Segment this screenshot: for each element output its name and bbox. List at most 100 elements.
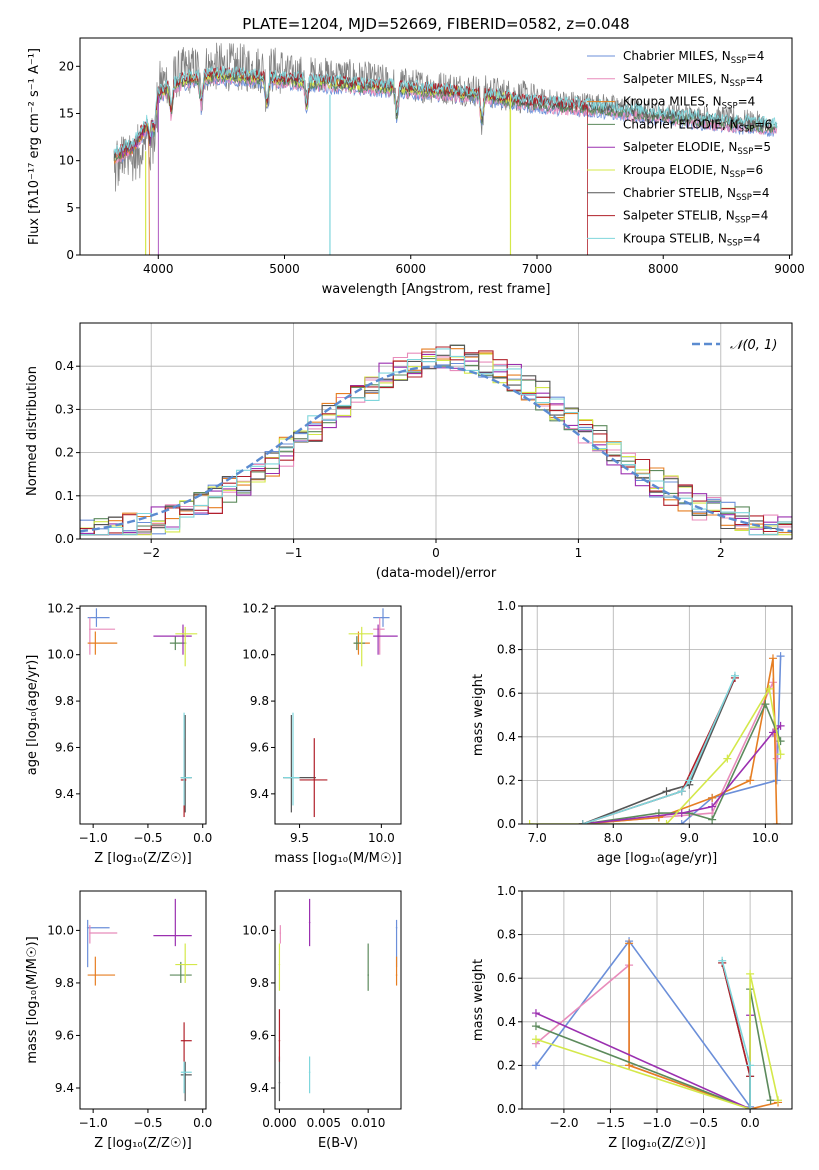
x-tick-label: 0.0 xyxy=(193,831,212,845)
y-tick-label: 0.4 xyxy=(497,1015,516,1029)
plus-marker xyxy=(768,728,777,737)
x-tick-label: 10.0 xyxy=(752,831,779,845)
plus-marker xyxy=(531,1035,540,1044)
y-tick-label: 9.8 xyxy=(250,694,269,708)
mass-weight-line-salpeter-elodie xyxy=(535,1012,751,1109)
legend-entry: Salpeter STELIB, NSSP=4 xyxy=(623,209,768,226)
mass-weight-line-chabrier-stelib xyxy=(582,677,736,824)
legend-tail: =4 xyxy=(747,49,765,63)
data-point xyxy=(278,1039,281,1042)
y-tick-label: 9.6 xyxy=(250,740,269,754)
panel-massweight_vs_age: 7.0 8.0 9.0 10.0 0.0 0.2 0.4 0.6 0.8 1.0 age [log₁… xyxy=(471,599,793,866)
plus-marker xyxy=(774,1096,783,1105)
plus-marker xyxy=(772,820,781,824)
legend-tail: =4 xyxy=(752,186,770,200)
mass-weight-line-salpeter-stelib xyxy=(582,677,736,824)
plot-area xyxy=(86,898,198,1102)
plot-area xyxy=(283,608,398,818)
mass-weight-line-chabrier-miles xyxy=(535,939,751,1109)
y-tick-label: 9.4 xyxy=(250,1081,269,1095)
y-tick-label: 0.4 xyxy=(497,730,516,744)
plus-marker xyxy=(772,754,781,763)
mass-weight-line-kroupa-stelib xyxy=(582,675,736,824)
panel-mass_vs_EBV: 0.000 0.005 0.010 9.4 9.6 9.8 10.0 E(B-V) xyxy=(242,890,402,1151)
x-tick-label: 6000 xyxy=(395,262,426,276)
legend-sub: SSP xyxy=(727,238,743,248)
plot-area xyxy=(278,898,398,1102)
axes-frame xyxy=(274,605,402,825)
mass-weight-line-kroupa-elodie xyxy=(529,686,782,824)
mass-weight-line-chabrier-elodie xyxy=(535,988,772,1109)
panel-spectrum: 4000 5000 6000 7000 8000 9000 0 5 10 15 20 waveleng… xyxy=(27,37,805,297)
y-tick-label: 15 xyxy=(59,106,74,120)
model-spectrum-salpeter-stelib xyxy=(113,65,588,255)
x-tick-label: 7000 xyxy=(522,262,553,276)
legend-tail: =4 xyxy=(745,72,763,86)
data-point xyxy=(382,616,384,619)
panel-age_vs_Z: −1.0 −0.5 0.0 9.4 9.6 9.8 10.0 10.2 Z [log₁₀(Z/Z… xyxy=(25,601,212,866)
x-tick-label: 7.0 xyxy=(528,831,547,845)
data-point xyxy=(95,616,98,619)
panel-massweight_vs_Z: −2.0 −1.5 −1.0 −0.5 0.0 0.0 0.2 0.4 0.6 0.8 1.0 Z [… xyxy=(471,884,793,1151)
plus-marker xyxy=(708,815,717,824)
x-tick-label: 8000 xyxy=(648,262,679,276)
x-tick-label: 1 xyxy=(575,546,583,560)
x-axis-label: (data-model)/error xyxy=(376,566,497,581)
plus-marker xyxy=(677,820,686,824)
x-axis-label: Z [log₁₀(Z/Z☉)] xyxy=(94,1136,191,1151)
legend-base: Salpeter ELODIE, N xyxy=(623,140,737,154)
y-tick-label: 9.4 xyxy=(55,787,74,801)
x-tick-label: 5000 xyxy=(269,262,300,276)
y-tick-label: 0.0 xyxy=(497,817,516,831)
data-point xyxy=(395,926,398,929)
y-tick-label: 10.0 xyxy=(47,648,74,662)
x-tick-label: 0.005 xyxy=(307,1116,341,1130)
data-point xyxy=(184,633,186,635)
mass-weight-line-chabrier-miles xyxy=(582,656,782,824)
x-tick-label: 9.0 xyxy=(680,831,699,845)
data-point xyxy=(86,926,89,929)
x-tick-label: 0.0 xyxy=(741,1116,760,1130)
model-spectrum-kroupa-elodie xyxy=(145,69,511,255)
figure-title: PLATE=1204, MJD=52669, FIBERID=0582, z=0… xyxy=(242,15,629,33)
data-point xyxy=(183,1039,185,1042)
y-tick-label: 9.8 xyxy=(55,976,74,990)
y-tick-label: 0.2 xyxy=(497,1058,516,1072)
plus-marker xyxy=(708,793,717,802)
mass-weight-line-kroupa-miles xyxy=(628,943,779,1109)
mass-weight-line-salpeter-stelib xyxy=(721,962,751,1077)
y-tick-label: 9.6 xyxy=(55,740,74,754)
plus-marker xyxy=(625,939,634,948)
plus-marker xyxy=(718,956,727,965)
x-tick-label: −1.0 xyxy=(79,831,108,845)
panel-residual_histogram: −2 −1 0 1 2 0.0 0.1 0.2 0.3 0.4 (data-model)/error… xyxy=(25,322,793,581)
x-tick-label: 9.5 xyxy=(290,831,309,845)
observed-spectrum-line xyxy=(113,42,765,192)
legend-tail: =4 xyxy=(743,231,761,245)
legend-base: Chabrier ELODIE, N xyxy=(623,117,739,131)
legend-base: Kroupa STELIB, N xyxy=(623,231,727,245)
y-tick-label: 9.4 xyxy=(55,1081,74,1095)
y-tick-label: 0.1 xyxy=(55,489,74,503)
y-tick-label: 0.8 xyxy=(497,928,516,942)
plus-marker xyxy=(685,809,694,818)
x-axis-label: wavelength [Angstrom, rest frame] xyxy=(322,282,551,297)
plus-marker xyxy=(662,820,671,824)
legend-tail: =4 xyxy=(751,209,769,223)
data-point xyxy=(182,635,184,637)
x-tick-label: 9000 xyxy=(774,262,805,276)
y-tick-label: 10.0 xyxy=(242,648,269,662)
plus-marker xyxy=(677,787,686,796)
model-spectrum-kroupa-stelib xyxy=(113,65,778,156)
normal-curve-line xyxy=(80,365,792,533)
legend-sub: SSP xyxy=(730,170,746,180)
plus-marker xyxy=(578,820,587,824)
y-tick-label: 10.2 xyxy=(242,601,269,615)
plot-area xyxy=(113,42,778,255)
y-tick-label: 9.8 xyxy=(55,694,74,708)
x-tick-label: −1 xyxy=(285,546,303,560)
panel-mass_vs_Z: −1.0 −0.5 0.0 9.4 9.6 9.8 10.0 Z [log₁₀(Z/Z☉)] m… xyxy=(25,890,212,1151)
y-tick-label: 0.8 xyxy=(497,643,516,657)
data-point xyxy=(360,633,363,635)
plus-marker xyxy=(765,684,774,693)
